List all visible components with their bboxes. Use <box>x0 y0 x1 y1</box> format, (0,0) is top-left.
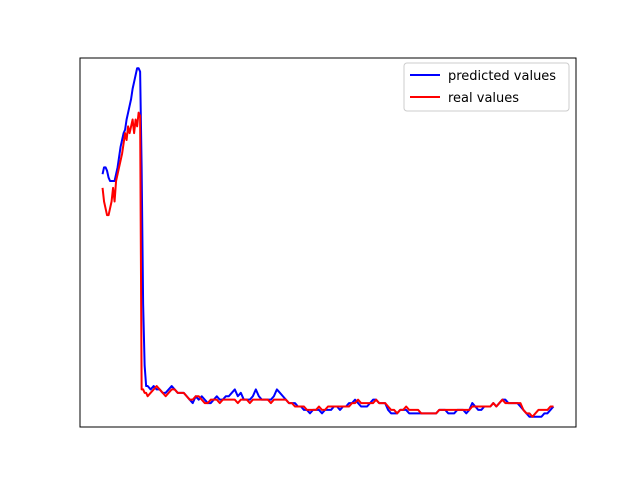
series-line-predicted-values <box>101 67 555 418</box>
legend-label-predicted: predicted values <box>448 69 556 84</box>
series-layer <box>101 67 555 418</box>
plot-frame <box>79 57 577 428</box>
legend-box <box>403 62 570 112</box>
legend-label-real: real values <box>448 91 519 106</box>
series-line-real-values <box>101 111 554 418</box>
legend: predicted values real values <box>403 62 570 112</box>
